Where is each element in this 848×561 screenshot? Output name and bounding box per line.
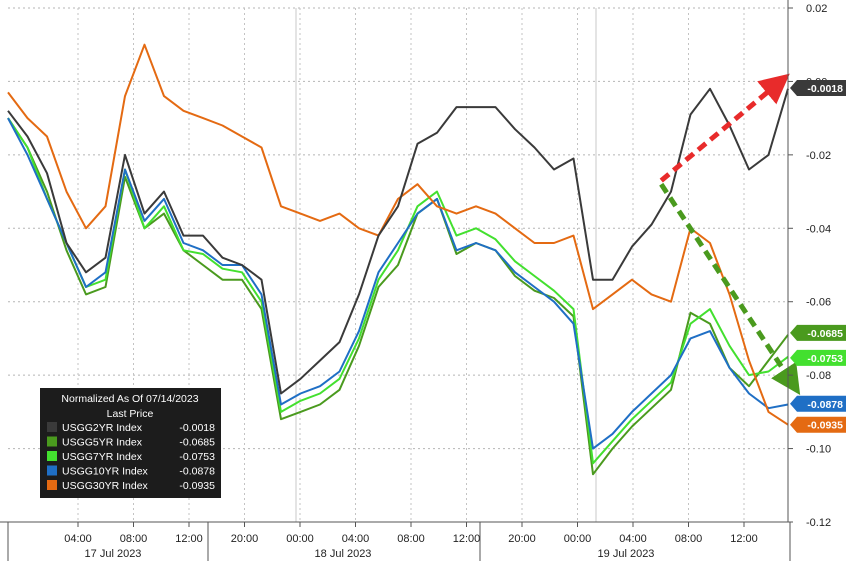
y-tick-label: -0.02 [806, 150, 831, 162]
axis-layer: 0.020.00-0.02-0.04-0.06-0.08-0.10-0.1204… [0, 0, 831, 561]
badge-layer: -0.0018 -0.0685 -0.0753 -0.0878 -0.0935 [790, 80, 846, 433]
x-tick-label: 00:00 [564, 533, 592, 545]
x-day-label: 19 Jul 2023 [598, 548, 655, 560]
value-badge-label: -0.0753 [807, 353, 843, 365]
legend-swatch [47, 422, 57, 432]
x-tick-label: 04:00 [619, 533, 647, 545]
y-tick-label: 0.02 [806, 3, 827, 15]
legend: Normalized As Of 07/14/2023 Last Price U… [40, 388, 221, 498]
x-tick-label: 04:00 [64, 533, 92, 545]
series-line [7, 117, 789, 465]
y-tick-label: -0.06 [806, 297, 831, 309]
series-line [7, 117, 789, 450]
legend-series-value: -0.0935 [179, 480, 215, 492]
value-badge-label: -0.0685 [807, 328, 843, 340]
value-badge [790, 416, 846, 433]
legend-swatch [47, 436, 57, 447]
x-tick-label: 20:00 [508, 533, 536, 545]
y-tick-label: -0.10 [806, 444, 831, 456]
x-tick-label: 08:00 [397, 533, 425, 545]
value-badge [790, 349, 846, 366]
y-tick-label: -0.12 [806, 517, 831, 529]
y-tick-label: -0.04 [806, 223, 831, 235]
value-badge-label: -0.0935 [807, 420, 843, 432]
value-badge-label: -0.0878 [807, 399, 843, 411]
legend-series-value: -0.0878 [179, 466, 215, 478]
value-badge [790, 395, 846, 412]
value-badge [790, 324, 846, 341]
legend-subtitle: Last Price [107, 408, 154, 420]
x-tick-label: 04:00 [342, 533, 370, 545]
legend-series-name: USGG10YR Index [62, 466, 149, 478]
series-layer [7, 43, 789, 476]
x-tick-label: 12:00 [175, 533, 203, 545]
x-day-label: 18 Jul 2023 [315, 548, 372, 560]
legend-box [40, 388, 221, 498]
value-badge-label: -0.0018 [807, 83, 843, 95]
legend-series-value: -0.0018 [179, 422, 215, 434]
legend-series-name: USGG5YR Index [62, 437, 143, 449]
x-tick-label: 00:00 [286, 533, 314, 545]
x-day-label: 17 Jul 2023 [85, 548, 142, 560]
legend-series-value: -0.0753 [179, 451, 215, 463]
series-line [7, 43, 789, 426]
series-line [7, 87, 789, 395]
x-tick-label: 12:00 [453, 533, 481, 545]
legend-swatch [47, 480, 57, 490]
arrow-layer [659, 73, 801, 396]
trend-arrow [659, 73, 790, 183]
legend-swatch [47, 451, 57, 461]
legend-series-name: USGG7YR Index [62, 451, 143, 463]
legend-title: Normalized As Of 07/14/2023 [61, 393, 198, 405]
trend-arrow [659, 182, 801, 396]
legend-series-value: -0.0685 [179, 437, 215, 449]
legend-swatch [47, 465, 57, 476]
y-tick-label: -0.08 [806, 370, 831, 382]
x-tick-label: 20:00 [231, 533, 259, 545]
value-badge [790, 80, 846, 97]
x-tick-label: 12:00 [730, 533, 758, 545]
legend-series-name: USGG2YR Index [62, 422, 143, 434]
x-tick-label: 08:00 [120, 533, 148, 545]
x-tick-label: 08:00 [675, 533, 703, 545]
legend-series-name: USGG30YR Index [62, 480, 149, 492]
